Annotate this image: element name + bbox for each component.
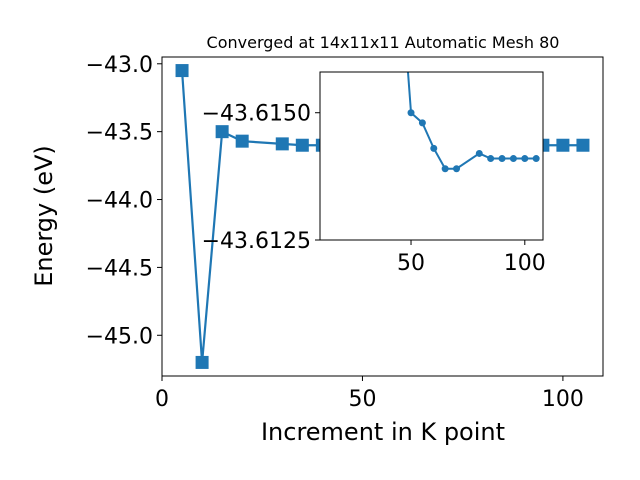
x-tick-label: 100 bbox=[504, 251, 546, 276]
y-tick-label: −43.6125 bbox=[202, 229, 311, 254]
data-point bbox=[509, 155, 517, 163]
data-point bbox=[475, 149, 483, 157]
data-point bbox=[175, 64, 189, 78]
data-point bbox=[498, 155, 506, 163]
x-tick-label: 100 bbox=[542, 387, 584, 412]
x-tick-label: 0 bbox=[155, 387, 169, 412]
inset-plot-frame bbox=[319, 71, 544, 241]
data-point bbox=[487, 155, 495, 163]
data-point bbox=[441, 165, 449, 173]
y-tick-label: −43.6150 bbox=[202, 102, 311, 127]
y-tick-label: −44.5 bbox=[86, 256, 153, 281]
inset-y-ticks: −43.6150 −43.6125 bbox=[202, 102, 320, 254]
y-tick-label: −45.0 bbox=[86, 324, 153, 349]
data-point bbox=[521, 155, 529, 163]
data-point bbox=[407, 109, 415, 117]
main-plot-frame bbox=[161, 56, 604, 377]
y-tick-label: −43.0 bbox=[86, 53, 153, 78]
series-clip-group bbox=[406, 72, 540, 173]
x-axis-label: Increment in K point bbox=[261, 418, 505, 446]
x-tick-label: 50 bbox=[397, 251, 425, 276]
y-tick-label: −43.5 bbox=[86, 121, 153, 146]
data-point bbox=[195, 355, 209, 369]
chart-title: Converged at 14x11x11 Automatic Mesh 80 bbox=[207, 33, 560, 52]
data-point bbox=[275, 137, 289, 151]
data-point bbox=[556, 138, 570, 152]
inset-background bbox=[320, 72, 543, 240]
x-tick-label: 50 bbox=[348, 387, 376, 412]
y-tick-label: −44.0 bbox=[86, 189, 153, 214]
y-axis-label: Energy (eV) bbox=[30, 145, 58, 287]
main-y-ticks: −43.0 −43.5 −44.0 −44.5 −45.0 bbox=[86, 53, 162, 349]
data-point bbox=[295, 138, 309, 152]
data-point bbox=[532, 155, 540, 163]
data-point bbox=[235, 134, 249, 148]
inset-series bbox=[406, 72, 540, 173]
data-point bbox=[418, 119, 426, 127]
inset-chart: 50 100 −43.6150 −43.6125 bbox=[202, 71, 546, 276]
inset-x-ticks: 50 100 bbox=[397, 240, 546, 276]
main-x-ticks: 0 50 100 bbox=[155, 376, 584, 412]
data-point bbox=[215, 125, 229, 139]
data-point bbox=[576, 138, 590, 152]
data-point bbox=[430, 144, 438, 152]
data-point bbox=[453, 165, 461, 173]
